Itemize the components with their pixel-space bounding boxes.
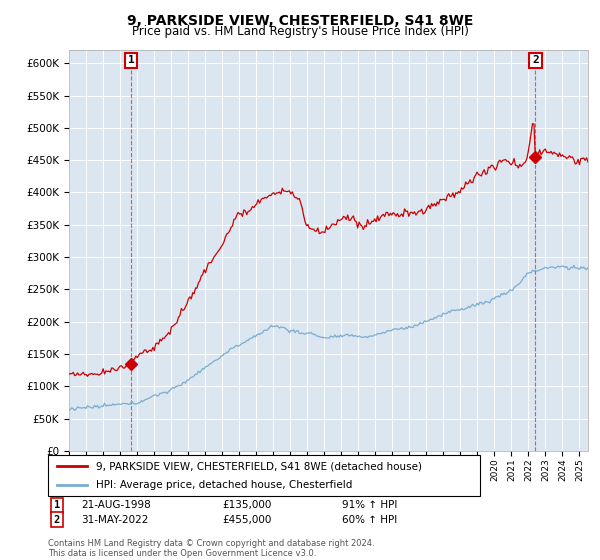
Text: £135,000: £135,000 — [222, 500, 271, 510]
Text: 9, PARKSIDE VIEW, CHESTERFIELD, S41 8WE (detached house): 9, PARKSIDE VIEW, CHESTERFIELD, S41 8WE … — [95, 461, 422, 471]
Text: 1: 1 — [128, 55, 134, 66]
Text: 21-AUG-1998: 21-AUG-1998 — [81, 500, 151, 510]
Text: HPI: Average price, detached house, Chesterfield: HPI: Average price, detached house, Ches… — [95, 480, 352, 489]
Text: 60% ↑ HPI: 60% ↑ HPI — [342, 515, 397, 525]
Text: 31-MAY-2022: 31-MAY-2022 — [81, 515, 148, 525]
Text: £455,000: £455,000 — [222, 515, 271, 525]
Text: Contains HM Land Registry data © Crown copyright and database right 2024.
This d: Contains HM Land Registry data © Crown c… — [48, 539, 374, 558]
Text: 91% ↑ HPI: 91% ↑ HPI — [342, 500, 397, 510]
Text: Price paid vs. HM Land Registry's House Price Index (HPI): Price paid vs. HM Land Registry's House … — [131, 25, 469, 38]
Text: 9, PARKSIDE VIEW, CHESTERFIELD, S41 8WE: 9, PARKSIDE VIEW, CHESTERFIELD, S41 8WE — [127, 14, 473, 28]
Text: 2: 2 — [532, 55, 539, 66]
FancyBboxPatch shape — [48, 455, 480, 496]
Text: 1: 1 — [54, 500, 60, 510]
Text: 2: 2 — [54, 515, 60, 525]
